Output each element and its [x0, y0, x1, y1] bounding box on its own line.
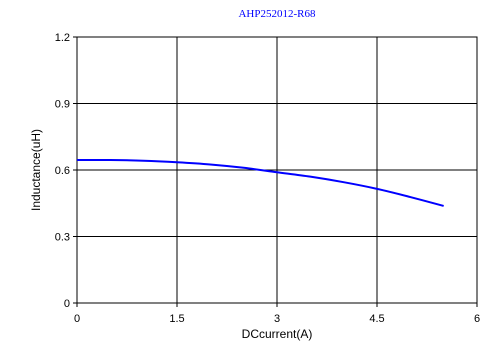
- y-tick-label: 0.6: [55, 165, 70, 177]
- x-tick-label: 3: [274, 313, 280, 325]
- x-axis-ticks: 0 1.5 3 4.5 6: [74, 303, 480, 325]
- y-tick-label: 0.9: [55, 99, 70, 111]
- x-tick-label: 0: [74, 313, 80, 325]
- y-tick-label: 1.2: [55, 32, 70, 44]
- y-tick-label: 0.3: [55, 232, 70, 244]
- x-tick-label: 1.5: [169, 313, 184, 325]
- series-layer: [76, 158, 444, 207]
- x-tick-label: 6: [474, 313, 480, 325]
- series-line-0: [76, 158, 444, 207]
- y-tick-label: 0: [64, 298, 70, 310]
- chart-title: AHP252012-R68: [238, 8, 316, 20]
- grid-lines: [77, 37, 477, 303]
- y-axis-label: Inductance(uH): [29, 129, 43, 211]
- x-tick-label: 4.5: [369, 313, 384, 325]
- y-axis-ticks: 0 0.3 0.6 0.9 1.2: [55, 32, 77, 310]
- x-axis-label: DCcurrent(A): [242, 327, 313, 341]
